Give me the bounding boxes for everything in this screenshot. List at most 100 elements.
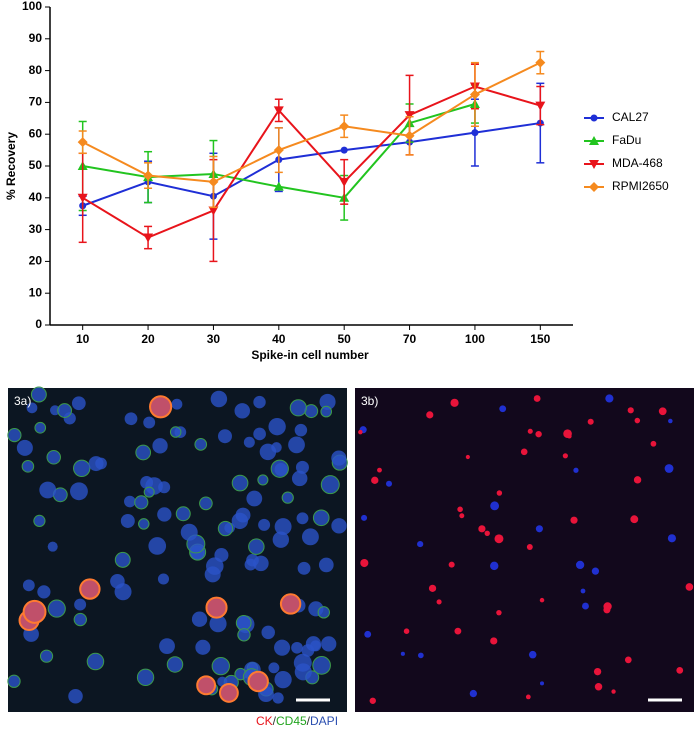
legend-label: FaDu <box>612 133 641 147</box>
legend-label: RPMI2650 <box>612 179 669 193</box>
marker <box>143 170 154 181</box>
cell <box>426 411 434 419</box>
cell <box>563 429 572 438</box>
cell <box>231 474 249 492</box>
cell <box>496 609 502 616</box>
cell <box>318 557 334 573</box>
cell <box>152 438 168 454</box>
cell <box>301 528 319 546</box>
cell <box>320 405 333 418</box>
cell <box>457 506 463 513</box>
cell <box>211 656 230 676</box>
cell <box>234 403 250 419</box>
cell <box>417 540 424 548</box>
cell <box>289 399 307 417</box>
cell <box>149 395 173 419</box>
cell <box>143 416 156 429</box>
cell <box>465 454 470 460</box>
cell <box>450 398 459 407</box>
cell <box>667 534 677 543</box>
cell <box>360 558 369 568</box>
cell <box>120 513 135 528</box>
cell <box>73 612 87 627</box>
cell <box>320 475 340 495</box>
y-tick-label: 80 <box>29 63 43 77</box>
cell <box>50 405 61 416</box>
cell <box>496 490 503 496</box>
marker <box>208 206 219 216</box>
cell <box>253 395 266 409</box>
series-line <box>82 61 541 183</box>
series-line <box>82 122 541 207</box>
cell <box>86 652 105 671</box>
cell <box>47 599 66 618</box>
cell <box>114 551 131 568</box>
cell <box>469 689 478 698</box>
cell <box>274 670 292 689</box>
cell <box>281 491 294 504</box>
cell <box>418 652 424 659</box>
cell <box>166 656 184 673</box>
marker <box>273 106 284 116</box>
cell <box>499 405 507 413</box>
cell <box>459 513 465 519</box>
y-tick-label: 20 <box>29 254 43 268</box>
cell <box>494 534 504 544</box>
cell <box>633 476 642 484</box>
cell <box>274 518 292 536</box>
y-tick-label: 90 <box>29 31 43 45</box>
cell <box>676 666 684 674</box>
caption-part: DAPI <box>310 714 338 728</box>
cell <box>603 606 611 614</box>
caption: CK/CD45/DAPI <box>256 714 338 728</box>
cell <box>74 598 87 611</box>
cell <box>593 667 602 676</box>
cell <box>217 429 232 444</box>
x-tick-label: 20 <box>141 332 155 346</box>
cell <box>630 515 639 524</box>
cell <box>377 467 382 473</box>
cell <box>195 639 211 655</box>
caption-part: CD45 <box>276 714 307 728</box>
cell <box>575 560 585 570</box>
x-tick-label: 150 <box>530 332 550 346</box>
y-tick-label: 40 <box>29 190 43 204</box>
cell <box>331 450 347 466</box>
cell <box>134 495 149 510</box>
cell <box>403 628 410 634</box>
cell <box>605 394 614 403</box>
cell <box>194 438 208 451</box>
cell <box>268 662 280 674</box>
cell <box>319 393 336 410</box>
cell <box>490 561 499 571</box>
marker <box>339 121 350 132</box>
cell <box>594 683 603 691</box>
cell <box>124 412 138 426</box>
cell <box>253 555 269 572</box>
cell <box>288 436 305 454</box>
cell <box>253 427 266 441</box>
legend-marker <box>590 114 598 122</box>
cell <box>272 692 284 704</box>
cell <box>7 674 21 688</box>
cell <box>26 402 38 414</box>
cell <box>436 599 442 605</box>
caption-part: / <box>307 714 311 728</box>
cell <box>685 583 694 591</box>
cell <box>312 509 330 527</box>
cell <box>70 482 88 501</box>
cell <box>291 641 303 654</box>
cell <box>33 514 46 528</box>
marker <box>535 101 546 111</box>
cell <box>301 644 315 657</box>
cell <box>261 625 275 640</box>
cell <box>7 428 22 443</box>
cell <box>217 520 234 537</box>
panel-label: 3b) <box>361 394 378 408</box>
cell <box>358 429 363 435</box>
cell <box>484 530 490 536</box>
cell <box>71 396 86 411</box>
cell <box>364 630 372 638</box>
cell <box>209 615 227 633</box>
